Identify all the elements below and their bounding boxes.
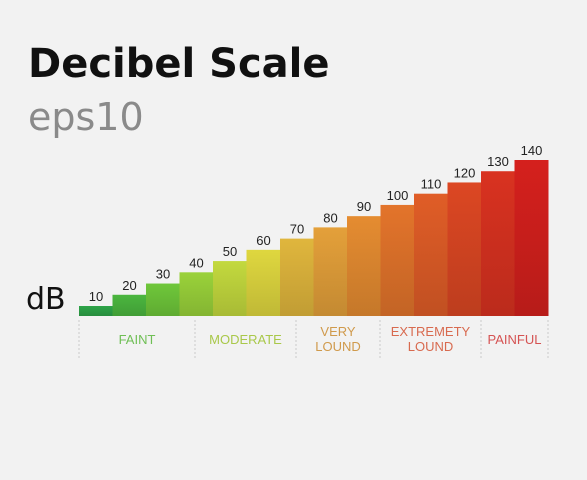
bar-30 [146, 283, 180, 316]
category-label-painful: PAINFUL [488, 332, 542, 347]
bar-100 [380, 204, 415, 316]
value-label-130: 130 [487, 154, 509, 169]
bar-60 [246, 249, 281, 316]
value-label-110: 110 [421, 177, 442, 192]
value-label-120: 120 [454, 165, 476, 180]
category-label-line: VERY [320, 324, 355, 339]
category-label-line: LOUND [408, 339, 454, 354]
value-label-40: 40 [189, 255, 203, 270]
bar-80 [313, 227, 348, 316]
value-label-60: 60 [256, 233, 270, 248]
value-label-30: 30 [156, 267, 170, 282]
value-label-70: 70 [290, 222, 304, 237]
category-label-line: MODERATE [209, 332, 282, 347]
category-label-line: LOUND [315, 339, 361, 354]
value-label-80: 80 [323, 210, 337, 225]
value-label-50: 50 [223, 244, 237, 259]
value-label-10: 10 [89, 289, 103, 304]
value-label-140: 140 [521, 143, 543, 158]
category-label-faint: FAINT [119, 332, 156, 347]
chart-subtitle: eps10 [28, 95, 144, 139]
value-labels-group: 10 20 30 40 50 60 70 80 90 100 110 120 130 140 [89, 143, 543, 304]
bar-110 [414, 193, 448, 316]
category-label-very-lound: VERY LOUND [315, 324, 361, 354]
bars-group [79, 160, 549, 316]
category-label-line: FAINT [119, 332, 156, 347]
bar-130 [481, 171, 515, 316]
value-label-100: 100 [387, 188, 409, 203]
bar-50 [213, 261, 247, 316]
value-label-20: 20 [122, 278, 136, 293]
bar-70 [280, 238, 314, 316]
bar-90 [347, 216, 381, 316]
category-label-moderate: MODERATE [209, 332, 282, 347]
bar-20 [112, 294, 147, 316]
bar-120 [447, 182, 482, 316]
unit-label: dB [26, 282, 66, 317]
category-label-extremety-lound: EXTREMETY LOUND [391, 324, 471, 354]
category-label-line: PAINFUL [488, 332, 542, 347]
bar-140 [514, 160, 549, 316]
bar-10 [79, 306, 113, 316]
bar-40 [179, 272, 214, 316]
chart-title: Decibel Scale [28, 41, 330, 87]
value-label-90: 90 [357, 199, 371, 214]
category-label-line: EXTREMETY [391, 324, 471, 339]
